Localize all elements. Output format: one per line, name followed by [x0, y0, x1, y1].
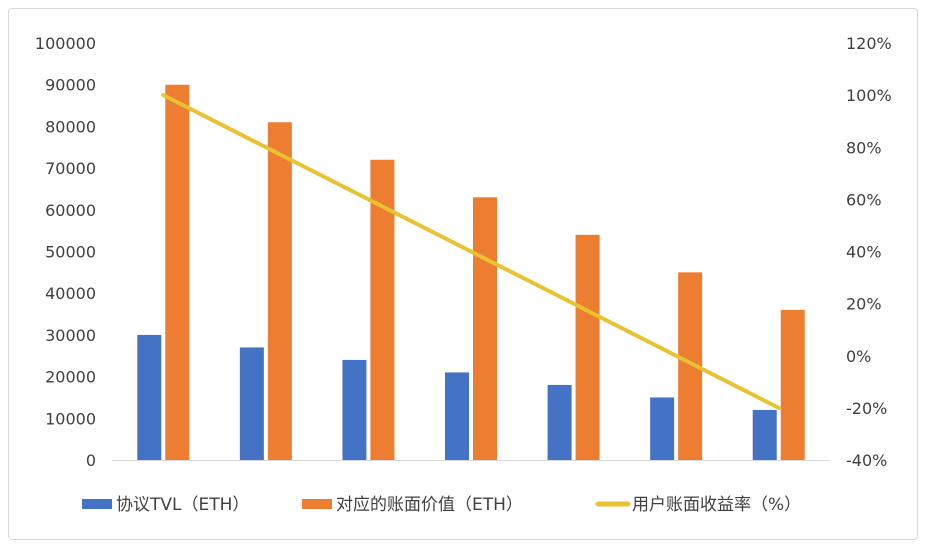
y-left-tick-label: 10000 [45, 409, 96, 428]
y-right-tick-label: -40% [846, 451, 887, 470]
bar-tvl [650, 397, 675, 460]
bar-book-value [780, 309, 805, 460]
y-right-tick-label: 120% [846, 34, 892, 53]
bar-book-value [165, 84, 190, 460]
legend-swatch [82, 499, 112, 509]
bar-book-value [575, 234, 600, 460]
bar-book-value [473, 197, 497, 461]
y-left-tick-label: 20000 [45, 368, 96, 387]
y-left-tick-label: 100000 [35, 34, 96, 53]
y-right-tick-label: 20% [846, 295, 882, 314]
bar-book-value [267, 122, 292, 460]
y-left-tick-label: 50000 [45, 243, 96, 262]
y-right-tick-label: -20% [846, 399, 887, 418]
bar-tvl [445, 372, 469, 460]
legend-label: 协议TVL（ETH） [116, 495, 249, 515]
y-left-tick-label: 40000 [45, 284, 96, 303]
legend-label: 用户账面收益率（%） [632, 495, 801, 515]
y-right-tick-label: 40% [846, 243, 882, 262]
y-left-tick-label: 0 [86, 451, 96, 470]
y-right-tick-label: 60% [846, 190, 882, 209]
bar-tvl [342, 359, 367, 460]
bar-tvl [239, 347, 264, 460]
legend-label: 对应的账面价值（ETH） [336, 495, 523, 515]
chart-frame [8, 8, 918, 540]
y-right-tick-label: 0% [846, 347, 871, 366]
y-left-tick-label: 80000 [45, 117, 96, 136]
legend-swatch [302, 499, 332, 509]
y-left-tick-label: 70000 [45, 159, 96, 178]
y-right-tick-label: 100% [846, 86, 892, 105]
bar-tvl [752, 409, 777, 460]
y-left-tick-label: 90000 [45, 76, 96, 95]
y-left-tick-label: 30000 [45, 326, 96, 345]
y-left-tick-label: 60000 [45, 201, 96, 220]
bar-tvl [137, 334, 162, 460]
bar-tvl [547, 384, 572, 460]
y-right-tick-label: 80% [846, 138, 882, 157]
